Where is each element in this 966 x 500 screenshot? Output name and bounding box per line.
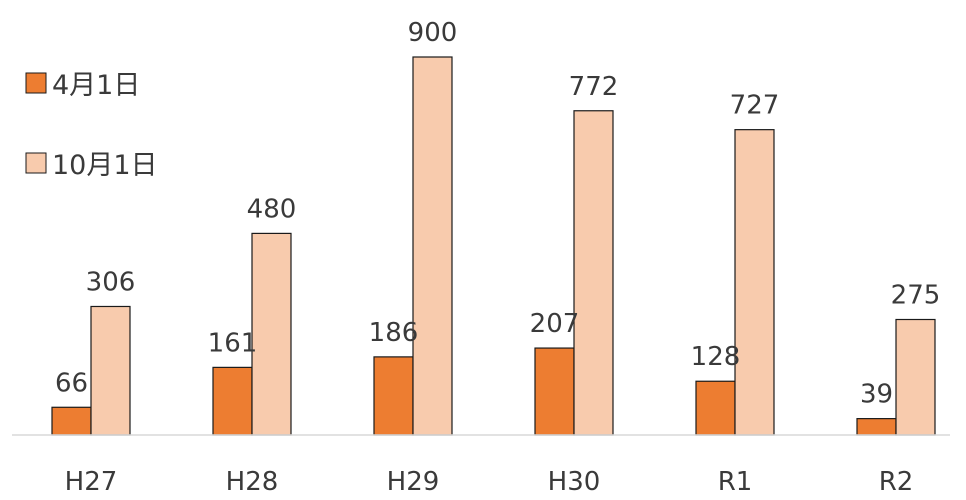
x-tick-label-H27: H27	[65, 467, 118, 497]
data-label-R1-series-0: 128	[691, 342, 741, 372]
x-tick-label-R1: R1	[718, 467, 753, 497]
bar-H28-series-0	[212, 366, 253, 436]
bar-H27-series-0	[51, 406, 92, 436]
x-tick-label-H29: H29	[387, 467, 440, 497]
bar-H29-series-1	[412, 56, 453, 436]
legend-label-series-1: 10月1日	[52, 150, 158, 181]
x-tick-label-R2: R2	[879, 467, 914, 497]
bar-H30-series-1	[573, 110, 614, 436]
bars-layer	[51, 56, 936, 436]
x-tick-label-H30: H30	[548, 467, 601, 497]
data-label-H28-series-0: 161	[208, 328, 258, 358]
data-label-R2-series-0: 39	[860, 380, 893, 410]
data-label-R1-series-1: 727	[730, 91, 780, 121]
data-label-H30-series-0: 207	[530, 309, 580, 339]
legend-label-series-0: 4月1日	[52, 70, 140, 101]
data-label-H29-series-1: 900	[408, 18, 458, 48]
legend: 4月1日 10月1日	[25, 70, 158, 181]
legend-swatch-series-1	[25, 152, 47, 174]
x-tick-label-H28: H28	[226, 467, 279, 497]
bar-R1-series-1	[734, 129, 775, 436]
data-label-H29-series-0: 186	[369, 318, 419, 348]
bar-H27-series-1	[90, 305, 131, 436]
bar-R2-series-1	[895, 318, 936, 436]
bar-H29-series-0	[373, 356, 414, 436]
legend-swatch-series-0	[25, 72, 47, 94]
data-label-H27-series-1: 306	[86, 267, 136, 297]
data-label-R2-series-1: 275	[891, 281, 941, 311]
bar-H28-series-1	[251, 232, 292, 436]
data-label-H30-series-1: 772	[569, 72, 619, 102]
data-labels-layer: 66 306 161 480 186 900 207 772 128 727 39 275	[55, 18, 940, 410]
data-label-H28-series-1: 480	[247, 194, 297, 224]
bar-H30-series-0	[534, 347, 575, 436]
bar-R2-series-0	[856, 418, 897, 436]
bar-R1-series-0	[695, 380, 736, 436]
x-tick-labels: H27 H28 H29 H30 R1 R2	[65, 467, 914, 497]
data-label-H27-series-0: 66	[55, 368, 88, 398]
